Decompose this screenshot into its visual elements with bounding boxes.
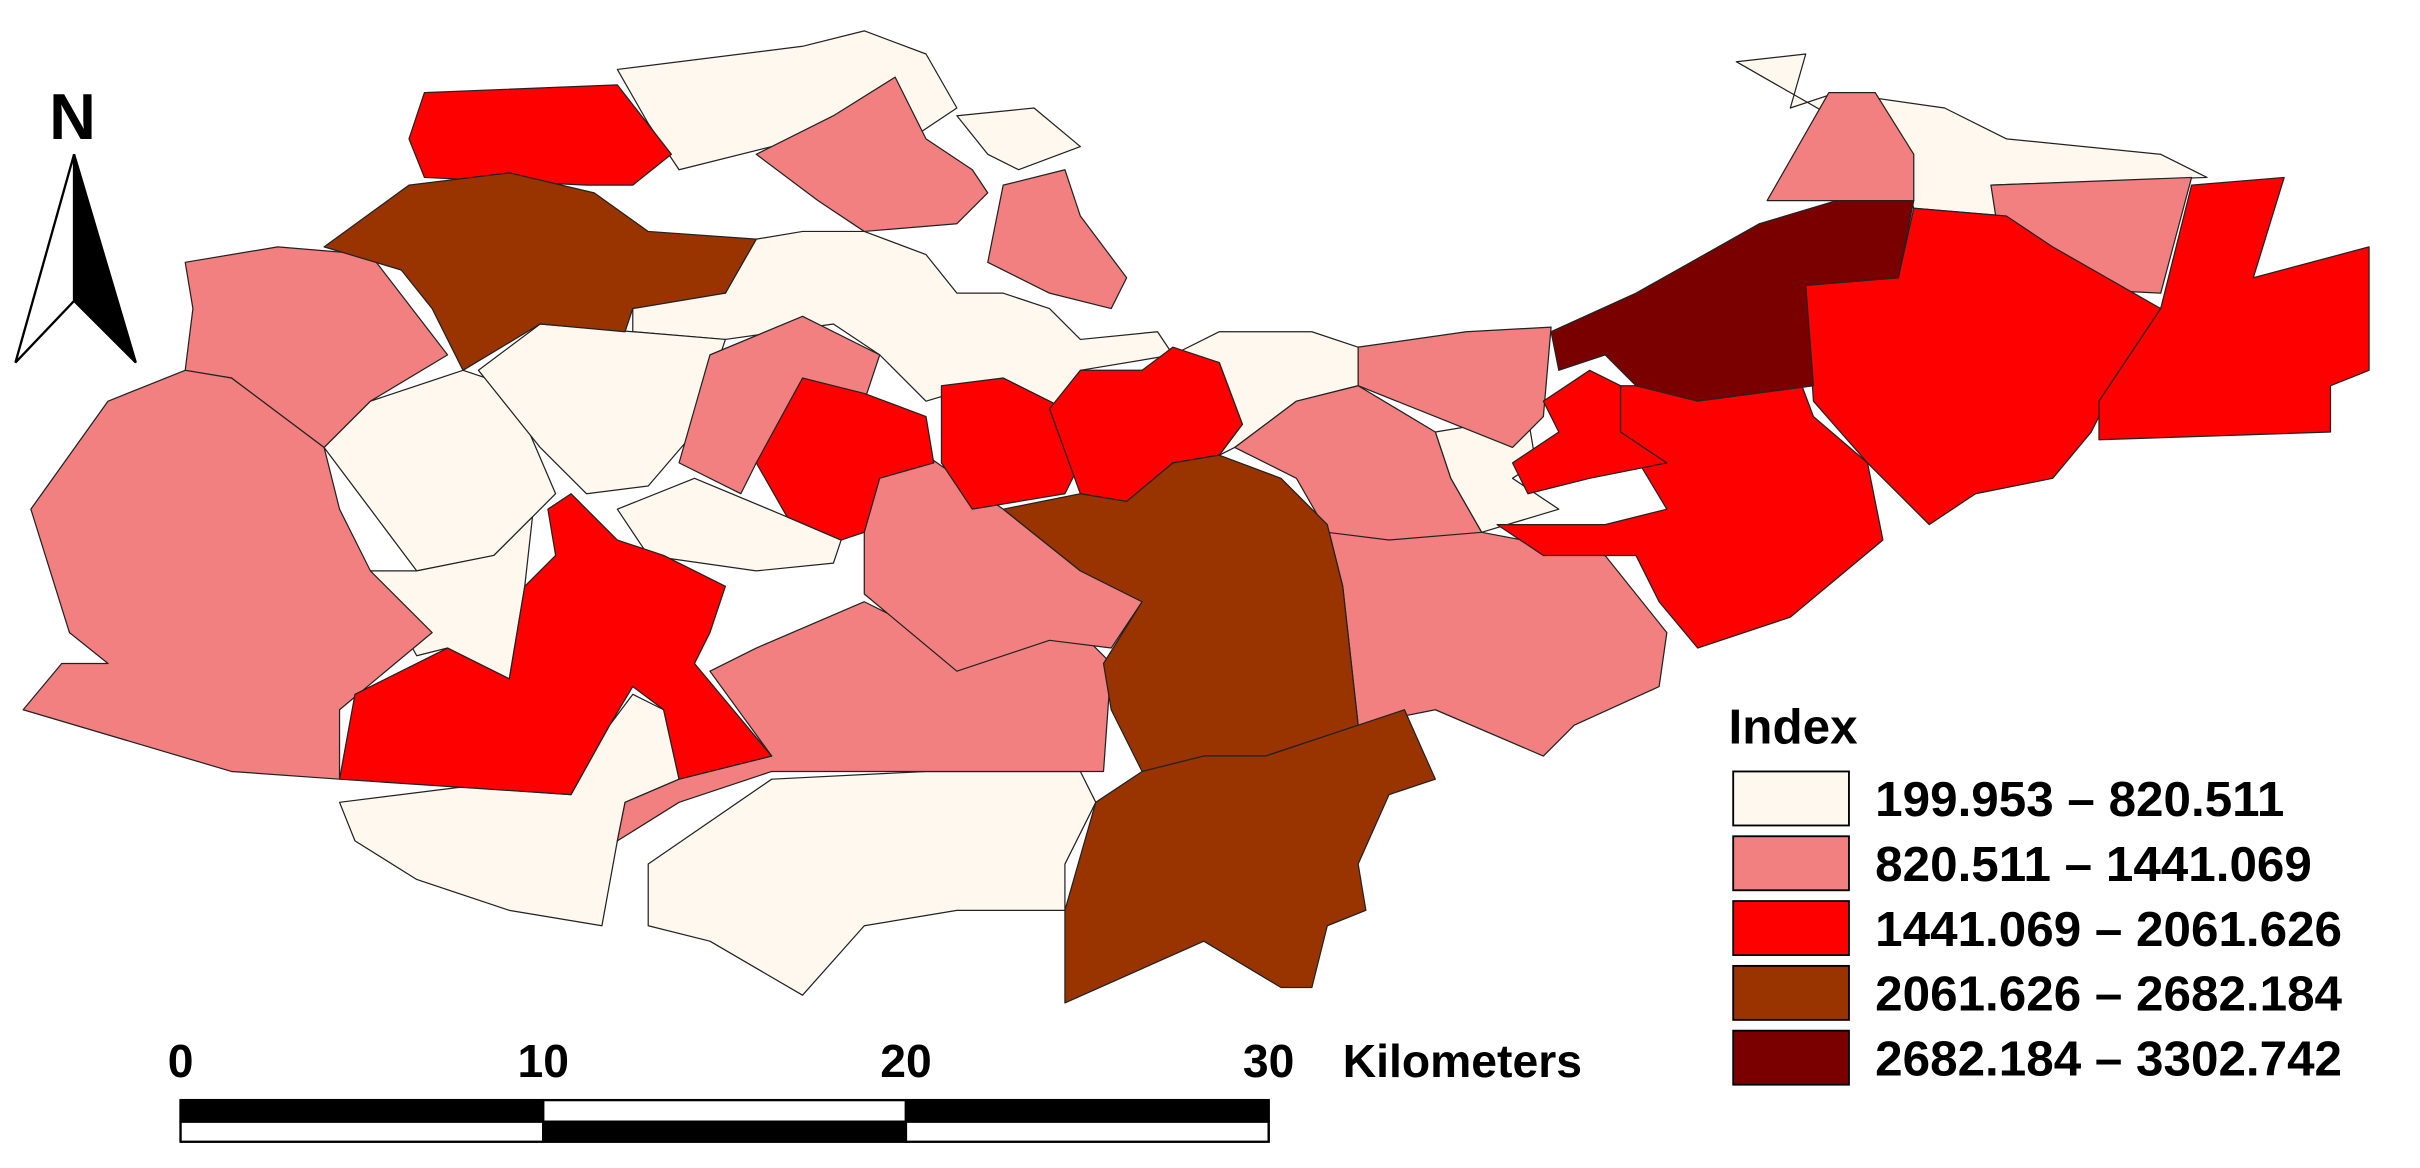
region [1064,709,1436,1004]
region [323,172,757,371]
scale-tick-label: 30 [1243,1035,1294,1087]
scale-segment [179,1120,545,1143]
region [956,107,1081,171]
legend-swatch [1732,900,1850,957]
scale-segment [904,1098,1270,1123]
scale-tick-label: 0 [168,1035,194,1087]
region [22,369,433,780]
legend-label: 820.511 – 1441.069 [1875,837,2312,892]
region [2098,176,2370,441]
legend-label: 2061.626 – 2682.184 [1875,967,2342,1022]
scale-segment [904,1120,1270,1143]
region [1234,385,1483,541]
north-label: N [49,80,96,153]
scale-tick-label: 20 [880,1035,931,1087]
region [987,169,1128,310]
legend-label: 199.953 – 820.511 [1875,772,2284,827]
region [1511,369,1668,495]
legend-label: 1441.069 – 2061.626 [1875,902,2342,957]
north-arrow: N [14,80,137,364]
region [1496,354,1884,649]
legend-label: 2682.184 – 3302.742 [1875,1031,2342,1086]
scale-bar: 0 10 20 30 Kilometers [168,1035,1582,1143]
region [408,84,672,186]
scale-segment [542,1098,908,1123]
legend-title: Index [1729,700,1859,755]
scale-unit: Kilometers [1343,1035,1582,1087]
legend-swatch [1732,835,1850,892]
legend-swatch [1732,1029,1850,1086]
scale-segment [179,1098,545,1123]
region [338,493,773,796]
region [755,377,935,541]
region [647,770,1097,996]
regions [22,30,2370,1004]
region [1550,199,1915,402]
north-arrow-right [72,153,137,364]
legend-swatch [1732,770,1850,827]
scale-tick-label: 10 [518,1035,569,1087]
region [1357,326,1552,449]
region [755,76,989,233]
north-arrow-left [14,153,76,364]
region [323,369,557,572]
legend-swatch [1732,964,1850,1021]
legend: Index 199.953 – 820.511 820.511 – 1441.06… [1729,700,2343,1087]
region [184,246,449,449]
scale-segment [542,1120,908,1143]
region [940,377,1081,510]
